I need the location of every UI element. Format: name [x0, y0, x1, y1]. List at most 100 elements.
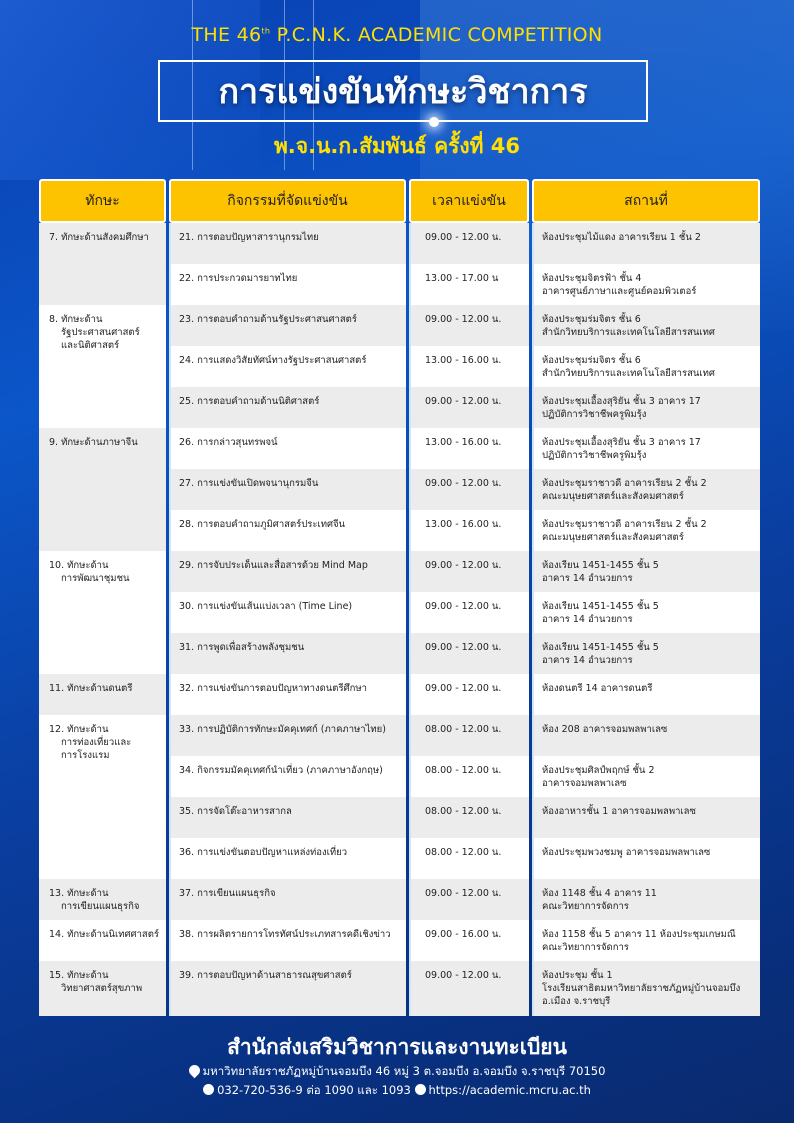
venue-cell: ห้องประชุมราชาวดี อาคารเรียน 2 ชั้น 2 คณะ…	[532, 469, 760, 510]
venue-cell: ห้องเรียน 1451-1455 ชั้น 5 อาคาร 14 อำนวย…	[532, 633, 760, 674]
venue-line: ห้องประชุมจิตรฟ้า ชั้น 4	[542, 273, 642, 284]
skill-cell: 9. ทักษะด้านภาษาจีน	[39, 428, 166, 551]
activity-cell: 31. การพูดเพื่อสร้างพลังชุมชน	[169, 633, 406, 674]
venue-line: อาคาร 14 อำนวยการ	[542, 614, 633, 625]
activity-cell: 21. การตอบปัญหาสารานุกรมไทย	[169, 223, 406, 264]
table-row: 34. กิจกรรมมัคคุเทศก์นำเที่ยว (ภาคภาษาอั…	[39, 756, 760, 797]
time-cell: 09.00 - 12.00 น.	[409, 879, 529, 920]
venue-cell: ห้องประชุม ชั้น 1 โรงเรียนสาธิตมหาวิทยาลั…	[532, 961, 760, 1016]
column-header-venue: สถานที่	[532, 179, 760, 223]
skill-label: รัฐประศาสนศาสตร์	[61, 327, 140, 338]
venue-line: ห้องประชุม ชั้น 1	[542, 970, 613, 981]
glow-dot	[429, 117, 439, 127]
table-row: 11. ทักษะด้านดนตรี 32. การแข่งขันการตอบปั…	[39, 674, 760, 715]
activity-cell: 22. การประกวดมารยาทไทย	[169, 264, 406, 305]
table-row: 28. การตอบคำถามภูมิศาสตร์ประเทศจีน 13.00 …	[39, 510, 760, 551]
activity-cell: 27. การแข่งขันเปิดพจนานุกรมจีน	[169, 469, 406, 510]
table-row: 31. การพูดเพื่อสร้างพลังชุมชน 09.00 - 12.…	[39, 633, 760, 674]
table-header-row: ทักษะ กิจกรรมที่จัดแข่งขัน เวลาแข่งขัน ส…	[39, 179, 760, 223]
venue-line: ห้องประชุมเอื้องสุริยัน ชั้น 3 อาคาร 17	[542, 396, 701, 407]
venue-line: ห้องอาหารชั้น 1 อาคารจอมพลพาเลซ	[542, 806, 696, 817]
skill-label: 14. ทักษะด้านนิเทศศาสตร์	[49, 929, 159, 940]
venue-line: ห้อง 1158 ชั้น 5 อาคาร 11 ห้องประชุมเกษม…	[542, 929, 736, 940]
venue-line: ห้องประชุมราชาวดี อาคารเรียน 2 ชั้น 2	[542, 478, 707, 489]
venue-line: อาคารศูนย์ภาษาและศูนย์คอมพิวเตอร์	[542, 286, 697, 297]
venue-line: สำนักวิทยบริการและเทคโนโลยีสารสนเทศ	[542, 327, 715, 338]
venue-line: โรงเรียนสาธิตมหาวิทยาลัยราชภัฏหมู่บ้านจอ…	[542, 983, 741, 994]
time-cell: 09.00 - 12.00 น.	[409, 551, 529, 592]
title-ordinal: th	[261, 26, 271, 36]
skill-cell: 8. ทักษะด้าน รัฐประศาสนศาสตร์ และนิติศาสตร…	[39, 305, 166, 428]
competition-title-en: THE 46th P.C.N.K. ACADEMIC COMPETITION	[0, 24, 794, 46]
skill-label: 11. ทักษะด้านดนตรี	[49, 683, 133, 694]
time-cell: 08.00 - 12.00 น.	[409, 715, 529, 756]
time-cell: 09.00 - 12.00 น.	[409, 387, 529, 428]
venue-line: ห้องประชุมร่มจิตร ชั้น 6	[542, 314, 641, 325]
table-row: 8. ทักษะด้าน รัฐประศาสนศาสตร์ และนิติศาสตร…	[39, 305, 760, 428]
venue-cell: ห้องดนตรี 14 อาคารดนตรี	[532, 674, 760, 715]
table-row: 9. ทักษะด้านภาษาจีน 26. การกล่าวสุนทรพจน์…	[39, 428, 760, 551]
venue-line: คณะมนุษยศาสตร์และสังคมศาสตร์	[542, 532, 684, 543]
skill-cell: 13. ทักษะด้านการเขียนแผนธุรกิจ	[39, 879, 166, 920]
website-link[interactable]: https://academic.mcru.ac.th	[428, 1083, 591, 1097]
time-cell: 09.00 - 16.00 น.	[409, 920, 529, 961]
venue-cell: ห้องประชุมเอื้องสุริยัน ชั้น 3 อาคาร 17 ป…	[532, 387, 760, 428]
time-cell: 09.00 - 12.00 น.	[409, 469, 529, 510]
table-row: 25. การตอบคำถามด้านนิติศาสตร์ 09.00 - 12.…	[39, 387, 760, 428]
skill-label: การเขียนแผนธุรกิจ	[61, 901, 140, 912]
venue-cell: ห้องประชุมเอื้องสุริยัน ชั้น 3 อาคาร 17 ป…	[532, 428, 760, 469]
time-cell: 09.00 - 12.00 น.	[409, 674, 529, 715]
column-header-time: เวลาแข่งขัน	[409, 179, 529, 223]
skill-cell: 14. ทักษะด้านนิเทศศาสตร์	[39, 920, 166, 961]
skill-label: 13. ทักษะด้าน	[49, 888, 109, 899]
venue-line: อ.เมือง จ.ราชบุรี	[542, 996, 611, 1007]
venue-line: ห้องประชุมพวงชมพู อาคารจอมพลพาเลซ	[542, 847, 711, 858]
venue-line: อาคาร 14 อำนวยการ	[542, 655, 633, 666]
time-cell: 08.00 - 12.00 น.	[409, 838, 529, 879]
time-cell: 08.00 - 12.00 น.	[409, 797, 529, 838]
venue-line: ห้องดนตรี 14 อาคารดนตรี	[542, 683, 653, 694]
time-cell: 13.00 - 16.00 น.	[409, 428, 529, 469]
venue-cell: ห้อง 208 อาคารจอมพลพาเลซ	[532, 715, 760, 756]
time-cell: 13.00 - 17.00 น	[409, 264, 529, 305]
activity-cell: 25. การตอบคำถามด้านนิติศาสตร์	[169, 387, 406, 428]
title-frame: การแข่งขันทักษะวิชาการ	[158, 60, 648, 122]
activity-cell: 24. การแสดงวิสัยทัศน์ทางรัฐประศาสนศาสตร์	[169, 346, 406, 387]
activity-cell: 23. การตอบคำถามด้านรัฐประศาสนศาสตร์	[169, 305, 406, 346]
background-line	[284, 0, 285, 170]
venue-cell: ห้องประชุมร่มจิตร ชั้น 6 สำนักวิทยบริการแ…	[532, 305, 760, 346]
table-row: 10. ทักษะด้าน การพัฒนาชุมชน 29. การจับประเ…	[39, 551, 760, 674]
skill-label: วิทยาศาสตร์สุขภาพ	[61, 983, 143, 994]
venue-line: ห้อง 208 อาคารจอมพลพาเลซ	[542, 724, 668, 735]
table-row: 36. การแข่งขันตอบปัญหาแหล่งท่องเที่ยว 08.…	[39, 838, 760, 879]
column-header-skill: ทักษะ	[39, 179, 166, 223]
venue-line: ห้องประชุมศิลป์พฤกษ์ ชั้น 2	[542, 765, 655, 776]
time-cell: 09.00 - 12.00 น.	[409, 223, 529, 264]
venue-line: ห้องประชุมราชาวดี อาคารเรียน 2 ชั้น 2	[542, 519, 707, 530]
activity-cell: 29. การจับประเด็นและสื่อสารด้วย Mind Map	[169, 551, 406, 592]
table-row: 13. ทักษะด้าน การเขียนแผนธุรกิจ 37. การเขี…	[39, 879, 760, 920]
table-row: 12. ทักษะด้าน การท่องเที่ยวและ การโรงแรม 33…	[39, 715, 760, 879]
activity-cell: 37. การเขียนแผนธุรกิจ	[169, 879, 406, 920]
activity-cell: 35. การจัดโต๊ะอาหารสากล	[169, 797, 406, 838]
table-row: 30. การแข่งขันเส้นแบ่งเวลา (Time Line) 09…	[39, 592, 760, 633]
title-number: THE 46	[191, 24, 262, 46]
venue-cell: ห้อง 1158 ชั้น 5 อาคาร 11 ห้องประชุมเกษม…	[532, 920, 760, 961]
schedule-table: ทักษะ กิจกรรมที่จัดแข่งขัน เวลาแข่งขัน ส…	[36, 179, 760, 1016]
background-decoration	[0, 0, 260, 180]
time-cell: 09.00 - 12.00 น.	[409, 961, 529, 1016]
venue-line: ห้องเรียน 1451-1455 ชั้น 5	[542, 560, 659, 571]
table-row: 7. ทักษะด้านสังคมศึกษา 21. การตอบปัญหาสาร…	[39, 223, 760, 305]
venue-cell: ห้องประชุมพวงชมพู อาคารจอมพลพาเลซ	[532, 838, 760, 879]
skill-cell: 15. ทักษะด้าน วิทยาศาสตร์สุขภาพ	[39, 961, 166, 1016]
venue-line: ห้องประชุมเอื้องสุริยัน ชั้น 3 อาคาร 17	[542, 437, 701, 448]
time-cell: 09.00 - 12.00 น.	[409, 305, 529, 346]
address-line: มหาวิทยาลัยราชภัฏหมู่บ้านจอมบึง 46 หมู่ …	[0, 1062, 794, 1081]
activity-cell: 26. การกล่าวสุนทรพจน์	[169, 428, 406, 469]
venue-line: ห้องประชุมร่มจิตร ชั้น 6	[542, 355, 641, 366]
venue-cell: ห้องประชุมราชาวดี อาคารเรียน 2 ชั้น 2 คณะ…	[532, 510, 760, 551]
venue-line: ห้องเรียน 1451-1455 ชั้น 5	[542, 642, 659, 653]
skill-cell: 12. ทักษะด้าน การท่องเที่ยวและ การโรงแรม	[39, 715, 166, 879]
venue-line: ปฏิบัติการวิชาชีพครูพิมรุ้ง	[542, 450, 647, 461]
location-pin-icon	[186, 1062, 202, 1079]
